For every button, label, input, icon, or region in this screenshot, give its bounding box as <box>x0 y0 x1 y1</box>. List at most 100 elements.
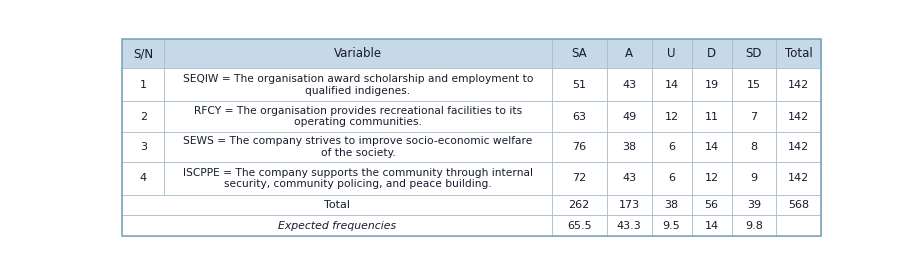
Bar <box>651 215 691 236</box>
Bar <box>776 215 820 236</box>
Bar <box>776 132 820 162</box>
Bar <box>731 39 776 68</box>
Bar <box>607 39 651 68</box>
Bar <box>165 68 550 101</box>
Bar <box>691 132 731 162</box>
Text: 14: 14 <box>704 142 718 152</box>
Text: 43.3: 43.3 <box>617 221 641 231</box>
Text: 142: 142 <box>787 80 809 90</box>
Bar <box>691 68 731 101</box>
Bar <box>607 68 651 101</box>
Bar <box>776 162 820 195</box>
Text: 2: 2 <box>140 112 147 122</box>
Bar <box>776 195 820 215</box>
Bar <box>550 215 607 236</box>
Bar <box>122 195 550 215</box>
Text: 38: 38 <box>621 142 636 152</box>
Text: Total: Total <box>784 47 811 60</box>
Bar <box>651 39 691 68</box>
Bar <box>731 215 776 236</box>
Text: 6: 6 <box>667 174 675 183</box>
Bar <box>691 195 731 215</box>
Text: Expected frequencies: Expected frequencies <box>278 221 395 231</box>
Text: 43: 43 <box>621 80 636 90</box>
Text: 3: 3 <box>140 142 147 152</box>
Bar <box>550 39 607 68</box>
Bar <box>691 39 731 68</box>
Bar <box>607 101 651 132</box>
Bar <box>731 101 776 132</box>
Bar <box>165 162 550 195</box>
Text: 1: 1 <box>140 80 147 90</box>
Text: Variable: Variable <box>334 47 381 60</box>
Text: 7: 7 <box>750 112 756 122</box>
Text: Total: Total <box>323 200 349 210</box>
Bar <box>165 39 550 68</box>
Text: 65.5: 65.5 <box>566 221 591 231</box>
Text: ISCPPE = The company supports the community through internal
security, community: ISCPPE = The company supports the commun… <box>183 168 532 189</box>
Text: 76: 76 <box>572 142 585 152</box>
Text: 14: 14 <box>704 221 718 231</box>
Bar <box>165 101 550 132</box>
Bar <box>122 162 165 195</box>
Text: 72: 72 <box>572 174 585 183</box>
Text: 19: 19 <box>704 80 718 90</box>
Bar <box>776 68 820 101</box>
Bar <box>651 132 691 162</box>
Text: 568: 568 <box>788 200 808 210</box>
Text: 9.8: 9.8 <box>744 221 762 231</box>
Text: 8: 8 <box>750 142 756 152</box>
Bar <box>651 68 691 101</box>
Bar <box>550 162 607 195</box>
Text: 63: 63 <box>572 112 585 122</box>
Bar <box>731 195 776 215</box>
Text: 142: 142 <box>787 112 809 122</box>
Text: 4: 4 <box>140 174 147 183</box>
Text: 9: 9 <box>750 174 756 183</box>
Bar <box>122 132 165 162</box>
Text: 173: 173 <box>618 200 639 210</box>
Bar <box>122 101 165 132</box>
Bar <box>607 162 651 195</box>
Bar <box>651 162 691 195</box>
Text: 39: 39 <box>746 200 760 210</box>
Bar <box>607 195 651 215</box>
Bar <box>122 39 165 68</box>
Text: 49: 49 <box>621 112 636 122</box>
Bar <box>731 132 776 162</box>
Bar <box>776 101 820 132</box>
Bar <box>776 39 820 68</box>
Bar <box>607 132 651 162</box>
Text: 12: 12 <box>664 112 678 122</box>
Text: 43: 43 <box>621 174 636 183</box>
Bar <box>731 162 776 195</box>
Bar <box>691 101 731 132</box>
Bar <box>731 68 776 101</box>
Bar <box>691 215 731 236</box>
Text: 11: 11 <box>704 112 718 122</box>
Text: 142: 142 <box>787 174 809 183</box>
Text: 51: 51 <box>572 80 585 90</box>
Text: SD: SD <box>745 47 761 60</box>
Text: 38: 38 <box>664 200 678 210</box>
Bar <box>691 162 731 195</box>
Text: 262: 262 <box>568 200 589 210</box>
Text: D: D <box>707 47 715 60</box>
Bar <box>165 132 550 162</box>
Bar <box>651 195 691 215</box>
Text: A: A <box>625 47 632 60</box>
Text: SA: SA <box>571 47 586 60</box>
Text: 15: 15 <box>746 80 760 90</box>
Text: 6: 6 <box>667 142 675 152</box>
Bar <box>607 215 651 236</box>
Text: 56: 56 <box>704 200 718 210</box>
Bar <box>550 132 607 162</box>
Bar <box>550 101 607 132</box>
Text: SEWS = The company strives to improve socio-economic welfare
of the society.: SEWS = The company strives to improve so… <box>183 136 532 157</box>
Text: RFCY = The organisation provides recreational facilities to its
operating commun: RFCY = The organisation provides recreat… <box>194 106 521 127</box>
Bar <box>550 195 607 215</box>
Text: 12: 12 <box>704 174 718 183</box>
Text: 9.5: 9.5 <box>662 221 680 231</box>
Text: 142: 142 <box>787 142 809 152</box>
Bar <box>651 101 691 132</box>
